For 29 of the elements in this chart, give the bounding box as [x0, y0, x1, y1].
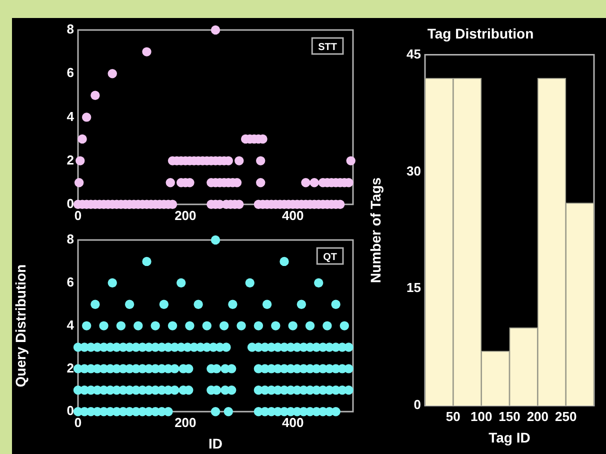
- y-tick-label: 8: [66, 232, 74, 247]
- y-tick-label: 2: [66, 360, 74, 376]
- y-tick-label: 4: [66, 108, 75, 124]
- y-tick-label: 45: [406, 46, 421, 62]
- y-tick-label: 4: [66, 317, 75, 332]
- y-tick-label: 30: [406, 163, 421, 178]
- x-tick-label: 250: [554, 408, 577, 424]
- y-tick-label: 6: [66, 65, 74, 80]
- y-axis-title: Number of Tags: [367, 177, 384, 283]
- y-tick-label: 0: [414, 397, 421, 412]
- y-tick-label: 2: [66, 152, 74, 168]
- x-tick-label: 50: [446, 408, 460, 424]
- annotation: STT: [318, 42, 337, 53]
- x-tick-label: 150: [498, 408, 520, 424]
- x-tick-label: 400: [282, 208, 304, 223]
- x-axis-title: ID: [208, 435, 222, 452]
- x-axis-title: Tag ID: [488, 429, 530, 446]
- x-tick-label: 200: [174, 208, 196, 223]
- x-tick-label: 200: [174, 414, 196, 430]
- x-tick-label: 400: [282, 414, 304, 430]
- y-tick-label: 15: [406, 280, 421, 296]
- x-tick-label: 100: [470, 408, 492, 424]
- y-axis-title: Query Distribution: [12, 264, 28, 388]
- chart-title: Tag Distribution: [427, 25, 534, 42]
- y-tick-label: 8: [66, 22, 74, 37]
- y-tick-label: 0: [66, 196, 74, 211]
- x-tick-label: 200: [526, 408, 549, 424]
- y-tick-label: 6: [66, 274, 74, 290]
- annotation: QT: [323, 252, 337, 263]
